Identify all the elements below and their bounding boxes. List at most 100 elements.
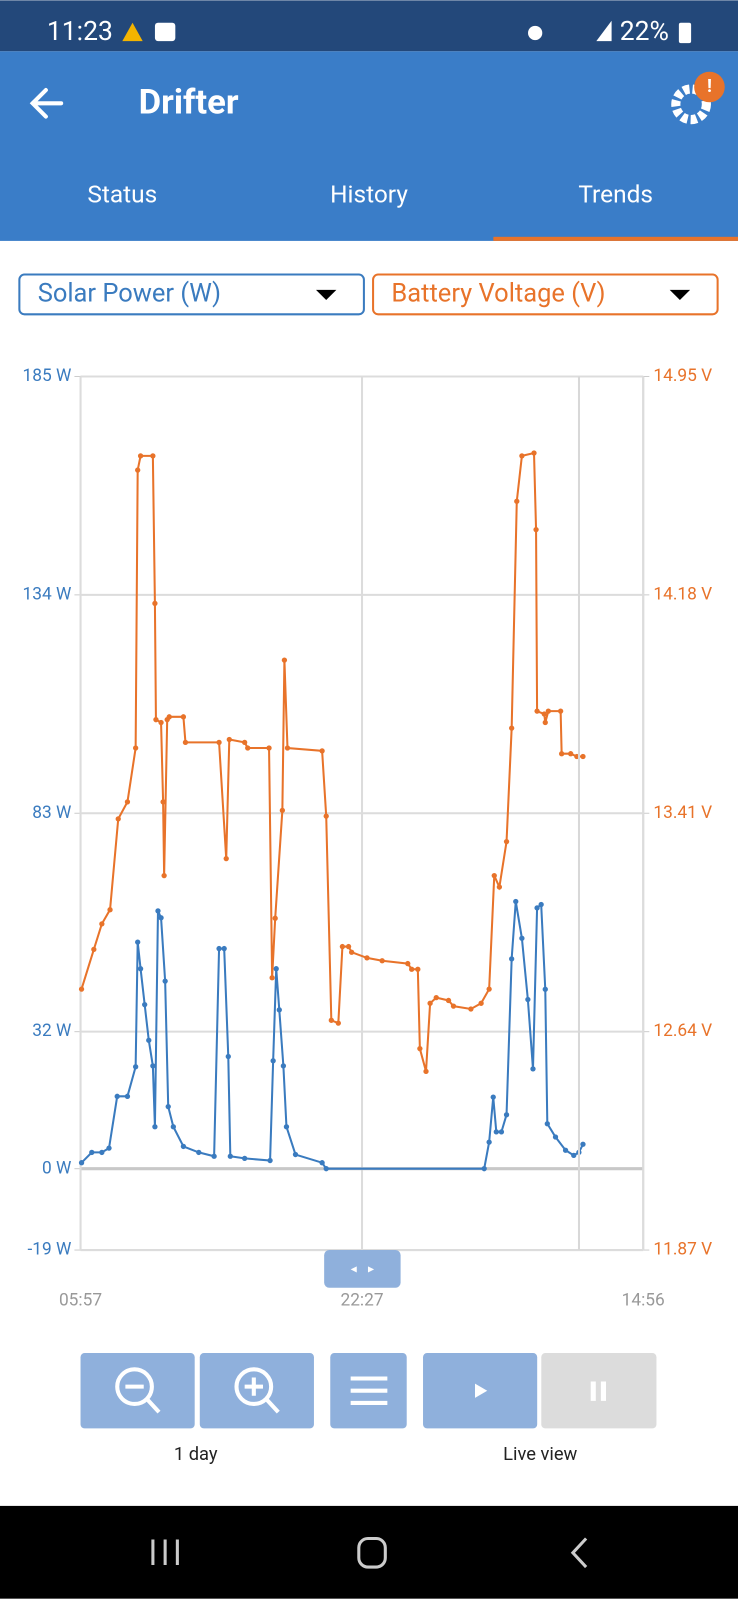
zoom-level: 1 day [174, 1444, 218, 1465]
settings-button[interactable]: ! [671, 71, 725, 125]
app-bar [0, 51, 738, 241]
clock: 11:23 [47, 16, 113, 47]
data-point [107, 907, 113, 913]
data-point [514, 498, 520, 504]
data-point [534, 905, 540, 911]
data-point [379, 958, 385, 964]
icon [234, 1367, 274, 1407]
scroll-handle[interactable] [324, 1250, 401, 1288]
data-point [273, 966, 279, 972]
data-point [450, 1003, 457, 1009]
location-icon [528, 25, 543, 41]
y2-tick-label: 14.95 V [653, 366, 712, 386]
button-bg [80, 1353, 195, 1429]
data-point [481, 1166, 487, 1172]
chart: 05:57 22:27 14:56 185 W 134 W 83 W 32 W 0 W -19 … [23, 366, 713, 1311]
data-point [114, 1093, 120, 1099]
data-point [223, 855, 229, 862]
selector-label: Battery Voltage (V) [391, 279, 605, 309]
data-point [124, 1093, 131, 1099]
data-point [405, 960, 411, 967]
menu-button[interactable] [330, 1353, 407, 1429]
data-point [89, 1149, 95, 1156]
x-tick-label: 05:57 [59, 1291, 102, 1311]
tab-active[interactable]: Trends [578, 180, 653, 209]
data-point [486, 986, 492, 992]
data-point [423, 1068, 429, 1075]
y-tick-label: 32 W [32, 1021, 71, 1041]
pause-button[interactable] [541, 1353, 657, 1429]
icon [125, 1384, 161, 1414]
battery-selector[interactable]: Battery Voltage (V) [372, 273, 719, 316]
data-point [542, 719, 548, 726]
y2-tick-label: 14.18 V [653, 584, 712, 604]
data-point [137, 966, 144, 972]
data-point [558, 751, 565, 757]
data-point [319, 748, 325, 754]
play-button[interactable] [423, 1353, 538, 1429]
data-point [279, 807, 286, 814]
handle-arrows [350, 1266, 375, 1273]
dropdown-arrow [315, 289, 337, 301]
data-point [270, 1058, 276, 1064]
live-view-label: Live view [503, 1444, 577, 1465]
data-point [498, 1129, 505, 1135]
data-point [267, 1157, 273, 1164]
zoom-in-button[interactable] [199, 1353, 314, 1429]
back-button[interactable] [29, 88, 64, 119]
data-point [283, 1124, 290, 1130]
data-point [319, 1160, 325, 1166]
selector-box [18, 273, 365, 316]
data-point [170, 1124, 176, 1130]
recents-button[interactable] [151, 1539, 179, 1566]
data-point [135, 467, 141, 473]
data-point [509, 956, 515, 962]
tab-indicator [493, 236, 738, 241]
gallery-icon [154, 22, 176, 42]
battery-percent: 22% [620, 16, 669, 47]
nav-back-button[interactable] [570, 1537, 588, 1569]
data-point [533, 526, 539, 533]
data-point [328, 1017, 334, 1023]
icon [244, 1377, 280, 1414]
zoom-out-button[interactable] [80, 1353, 195, 1429]
data-point [142, 1002, 148, 1008]
data-point [216, 945, 222, 952]
gear [671, 84, 711, 125]
signal-icon [596, 20, 612, 42]
data-point [132, 1064, 139, 1070]
data-point [281, 657, 288, 663]
data-point [225, 1053, 231, 1060]
y-tick-label: 185 W [23, 366, 72, 386]
data-point [182, 739, 189, 746]
nav-bar [0, 1505, 738, 1599]
data-point [99, 921, 105, 927]
data-point [146, 1037, 152, 1043]
data-point [276, 1007, 282, 1013]
data-point [78, 1160, 85, 1166]
data-point [571, 1152, 577, 1159]
data-point [106, 1145, 112, 1151]
data-point [542, 986, 548, 992]
data-point [531, 450, 537, 456]
tab[interactable]: Status [87, 180, 157, 209]
data-point [491, 873, 497, 879]
home-button[interactable] [357, 1536, 387, 1569]
data-point [161, 873, 167, 879]
dropdown-arrow [669, 289, 691, 301]
data-point [519, 935, 525, 941]
solar-selector[interactable]: Solar Power (W) [18, 273, 365, 316]
data-point [227, 1153, 233, 1159]
data-point [152, 1124, 158, 1130]
data-point [160, 799, 166, 805]
icon [115, 1367, 154, 1407]
data-point [503, 838, 510, 845]
data-point [545, 708, 551, 714]
data-point [292, 1151, 299, 1158]
tab[interactable]: History [330, 180, 408, 209]
data-point [152, 600, 158, 607]
data-point [541, 711, 547, 717]
data-point [486, 1139, 492, 1145]
y2-tick-label: 13.41 V [653, 803, 712, 823]
y-tick-label: -19 W [27, 1240, 71, 1260]
